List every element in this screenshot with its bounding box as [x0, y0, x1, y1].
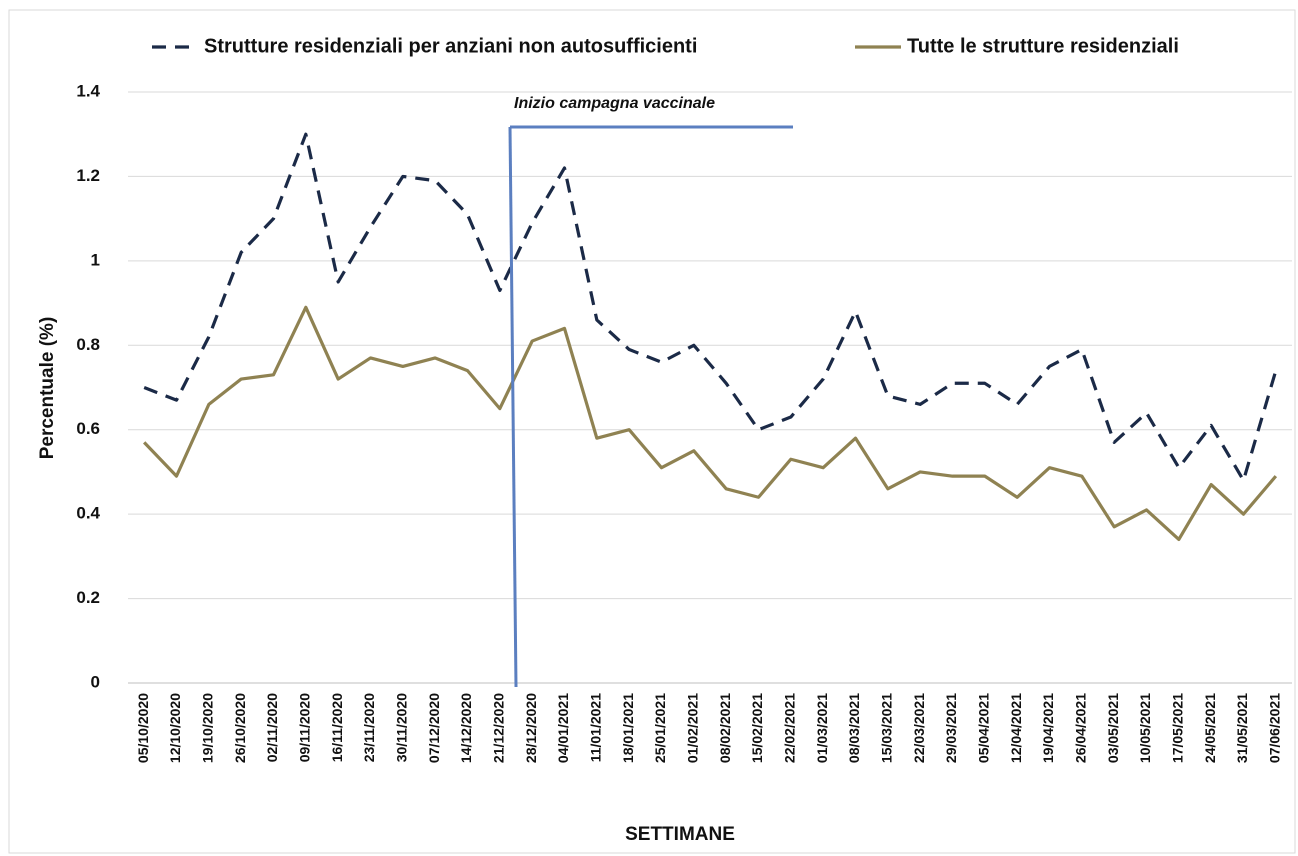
x-tick-label: 21/12/2020: [491, 693, 507, 763]
legend-label: Tutte le strutture residenziali: [907, 35, 1179, 57]
y-axis-label: Percentuale (%): [37, 317, 58, 460]
x-tick-label: 04/01/2021: [555, 693, 571, 763]
line-series: [143, 305, 1278, 542]
x-tick-label: 08/02/2021: [717, 693, 733, 763]
x-tick-label: 25/01/2021: [652, 693, 668, 763]
x-tick-label: 29/03/2021: [943, 693, 959, 763]
y-tick-label: 0: [91, 672, 100, 691]
x-tick-label: 24/05/2021: [1202, 693, 1218, 763]
x-tick-label: 05/10/2020: [135, 693, 151, 763]
annotation-label: Inizio campagna vaccinale: [514, 95, 715, 112]
annotation-line: [508, 126, 518, 688]
x-tick-label: 23/11/2020: [361, 693, 377, 763]
x-tick-label: 26/10/2020: [232, 693, 248, 763]
x-tick-label: 19/10/2020: [200, 693, 216, 763]
x-tick-label: 14/12/2020: [458, 693, 474, 763]
x-tick-label: 18/01/2021: [620, 693, 636, 763]
y-tick-label: 1: [91, 250, 100, 269]
x-axis-label: SETTIMANE: [625, 824, 735, 845]
x-tick-label: 15/03/2021: [879, 693, 895, 763]
x-tick-label: 05/04/2021: [976, 693, 992, 763]
x-tick-label: 08/03/2021: [846, 693, 862, 763]
x-tick-label: 22/03/2021: [911, 693, 927, 763]
x-tick-label: 01/03/2021: [814, 693, 830, 763]
y-tick-label: 1.4: [76, 81, 100, 100]
x-tick-label: 19/04/2021: [1040, 693, 1056, 763]
x-tick-label: 11/01/2021: [588, 693, 604, 763]
chart-frame: [8, 9, 1296, 854]
x-tick-label: 09/11/2020: [297, 693, 313, 763]
legend-label: Strutture residenziali per anziani non a…: [204, 35, 697, 57]
x-tick-label: 28/12/2020: [523, 693, 539, 763]
x-tick-label: 03/05/2021: [1105, 693, 1121, 763]
y-tick-label: 0.8: [76, 335, 100, 354]
x-tick-label: 12/10/2020: [167, 693, 183, 763]
x-tick-label: 02/11/2020: [264, 693, 280, 763]
x-tick-label: 01/02/2021: [685, 693, 701, 763]
y-tick-label: 0.4: [76, 504, 100, 523]
y-tick-label: 0.2: [76, 588, 100, 607]
line-series: [143, 132, 1278, 482]
x-tick-label: 26/04/2021: [1073, 693, 1089, 763]
x-tick-label: 16/11/2020: [329, 693, 345, 763]
y-tick-label: 1.2: [76, 166, 100, 185]
x-tick-label: 17/05/2021: [1170, 693, 1186, 763]
x-tick-label: 10/05/2021: [1137, 693, 1153, 763]
x-tick-label: 15/02/2021: [749, 693, 765, 763]
x-tick-label: 07/12/2020: [426, 693, 442, 763]
y-tick-label: 0.6: [76, 419, 100, 438]
x-tick-label: 12/04/2021: [1008, 693, 1024, 763]
x-tick-label: 31/05/2021: [1234, 693, 1250, 763]
x-tick-label: 07/06/2021: [1267, 693, 1283, 763]
x-tick-label: 22/02/2021: [782, 693, 798, 763]
x-tick-label: 30/11/2020: [394, 693, 410, 763]
